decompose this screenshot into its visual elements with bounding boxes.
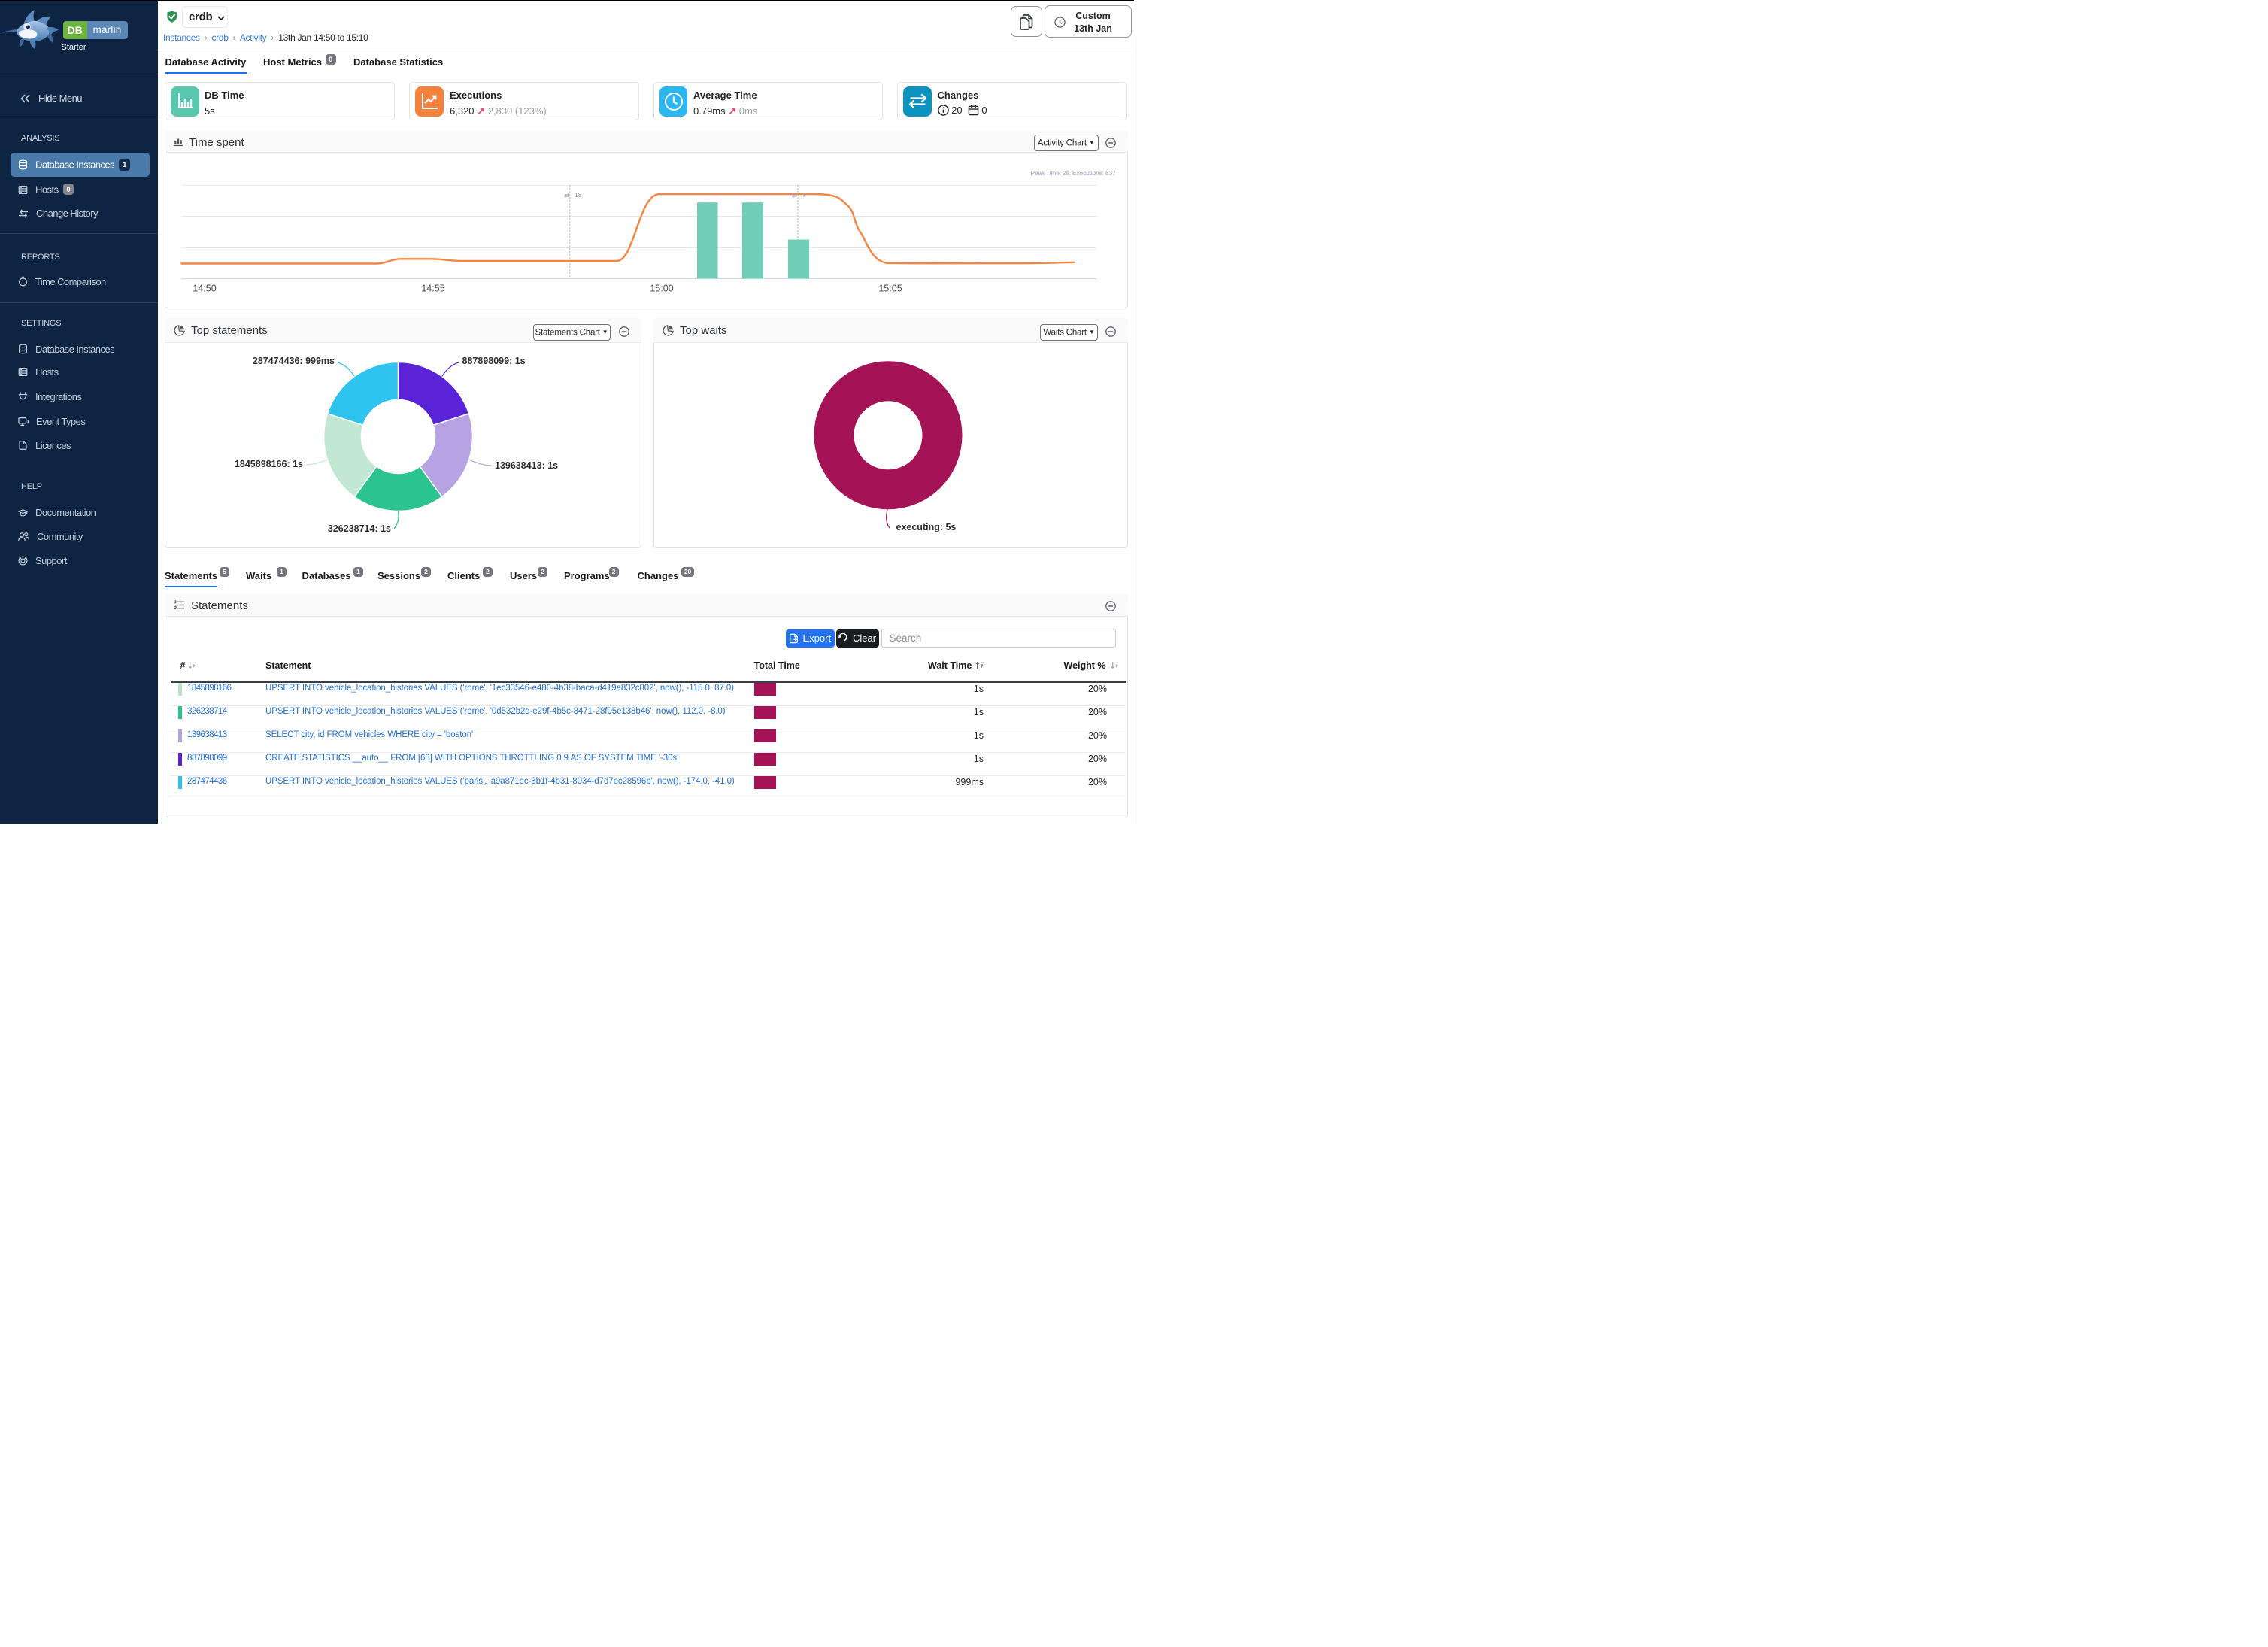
svg-text:18: 18 [575,191,582,199]
svg-text:15:00: 15:00 [650,283,673,293]
svg-text:139638413: 1s: 139638413: 1s [495,460,558,471]
svg-text:Peak Time: 2s, Executions: 837: Peak Time: 2s, Executions: 837 [1030,169,1116,177]
svg-text:14:50: 14:50 [193,283,216,293]
svg-text:287474436: 999ms: 287474436: 999ms [252,356,334,366]
svg-text:⇄: ⇄ [564,192,570,199]
svg-text:14:55: 14:55 [421,283,444,293]
svg-text:326238714: 1s: 326238714: 1s [327,523,390,534]
svg-text:⇄: ⇄ [792,192,798,199]
svg-text:1845898166: 1s: 1845898166: 1s [234,459,302,469]
svg-text:7: 7 [802,191,806,199]
svg-text:887898099: 1s: 887898099: 1s [462,356,525,366]
svg-text:executing: 5s: executing: 5s [896,522,956,532]
svg-text:15:05: 15:05 [878,283,902,293]
